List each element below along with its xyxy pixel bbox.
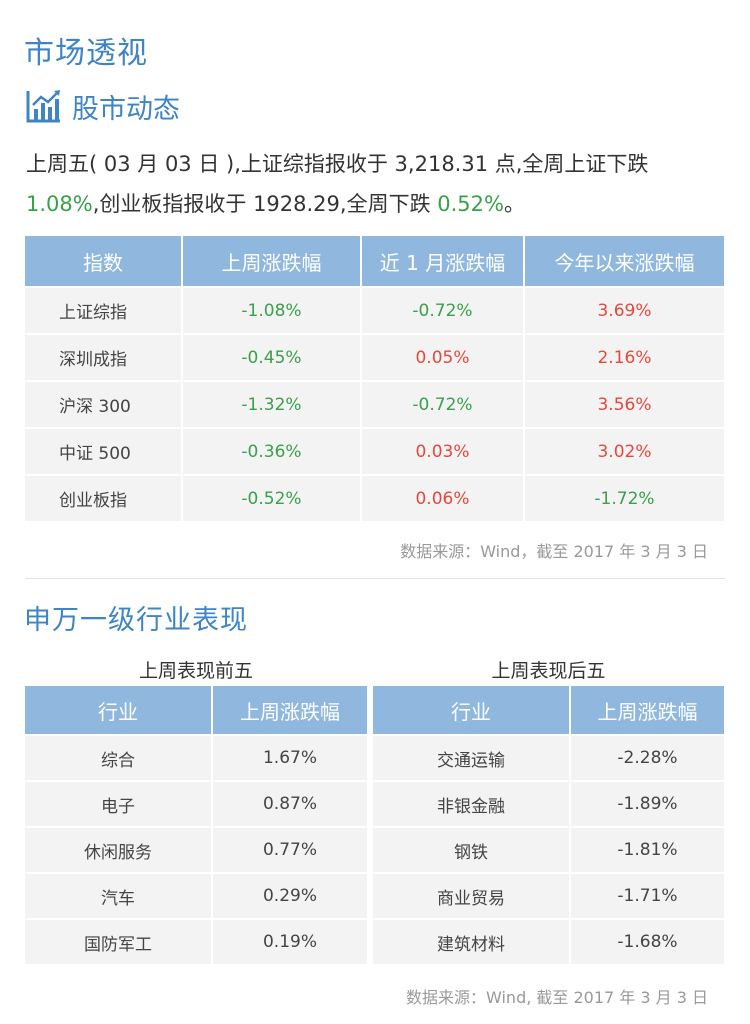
column-header: 上周涨跌幅	[182, 236, 362, 287]
column-header: 今年以来涨跌幅	[524, 236, 724, 287]
column-header: 指数	[25, 236, 183, 287]
table-row: 汽车 0.29%	[25, 872, 367, 919]
change-value: -0.72%	[361, 286, 525, 334]
table-row: 沪深 300 -1.32% -0.72% 3.56%	[25, 380, 724, 428]
industry-name: 交通运输	[373, 734, 571, 781]
change-value: -1.08%	[182, 286, 362, 334]
table-row: 交通运输 -2.28%	[373, 734, 724, 781]
index-name: 创业板指	[25, 474, 183, 521]
change-value: -0.45%	[182, 333, 362, 381]
industry-name: 钢铁	[373, 826, 571, 873]
table-header-row: 行业 上周涨跌幅	[25, 686, 367, 735]
change-value: 0.03%	[361, 427, 525, 475]
change-value: -1.72%	[524, 474, 724, 521]
table-row: 国防军工 0.19%	[25, 918, 367, 964]
index-name: 沪深 300	[25, 380, 183, 428]
change-value: -1.89%	[570, 780, 724, 827]
index-name: 中证 500	[25, 427, 183, 475]
table-header-row: 行业 上周涨跌幅	[373, 686, 724, 735]
table-row: 中证 500 -0.36% 0.03% 3.02%	[25, 427, 724, 475]
column-header: 近 1 月涨跌幅	[361, 236, 525, 287]
index-name: 上证综指	[25, 286, 183, 334]
change-value: -1.81%	[570, 826, 724, 873]
summary-text: 。	[503, 192, 525, 216]
change-value: -1.71%	[570, 872, 724, 919]
change-value: -0.36%	[182, 427, 362, 475]
summary-chinext-change: 0.52%	[437, 192, 504, 216]
table-header-row: 指数 上周涨跌幅 近 1 月涨跌幅 今年以来涨跌幅	[25, 236, 724, 287]
industry-name: 非银金融	[373, 780, 571, 827]
column-header: 行业	[25, 686, 213, 735]
change-value: 3.56%	[524, 380, 724, 428]
table-row: 建筑材料 -1.68%	[373, 918, 724, 964]
change-value: 0.87%	[212, 780, 367, 827]
table-row: 休闲服务 0.77%	[25, 826, 367, 873]
summary-shanghai-change: 1.08%	[26, 192, 93, 216]
section-divider	[25, 578, 725, 579]
change-value: 3.02%	[524, 427, 724, 475]
column-header: 行业	[373, 686, 571, 735]
summary-text: ,创业板指报收于 1928.29,全周下跌	[92, 192, 438, 216]
change-value: 0.19%	[212, 918, 367, 964]
change-value: -0.72%	[361, 380, 525, 428]
table-row: 深圳成指 -0.45% 0.05% 2.16%	[25, 333, 724, 381]
table-row: 创业板指 -0.52% 0.06% -1.72%	[25, 474, 724, 521]
change-value: -1.32%	[182, 380, 362, 428]
change-value: 1.67%	[212, 734, 367, 781]
column-header: 上周涨跌幅	[212, 686, 367, 735]
change-value: 3.69%	[524, 286, 724, 334]
table-row: 电子 0.87%	[25, 780, 367, 827]
table-row: 综合 1.67%	[25, 734, 367, 781]
section-title: 申万一级行业表现	[24, 605, 248, 636]
data-source-note: 数据来源：Wind，截至 2017 年 3 月 3 日	[400, 542, 708, 561]
bar-chart-trend-icon	[26, 90, 60, 123]
industry-name: 综合	[25, 734, 213, 781]
market-summary: 上周五( 03 月 03 日 ),上证综指报收于 3,218.31 点,全周上证…	[26, 144, 726, 224]
change-value: -2.28%	[570, 734, 724, 781]
page-title: 市场透视	[24, 36, 148, 71]
top-five-subtitle: 上周表现前五	[138, 660, 253, 682]
change-value: 0.77%	[212, 826, 367, 873]
industry-name: 建筑材料	[373, 918, 571, 964]
table-row: 上证综指 -1.08% -0.72% 3.69%	[25, 286, 724, 334]
table-row: 非银金融 -1.89%	[373, 780, 724, 827]
change-value: -0.52%	[182, 474, 362, 521]
data-source-note: 数据来源：Wind, 截至 2017 年 3 月 3 日	[406, 988, 708, 1007]
change-value: 2.16%	[524, 333, 724, 381]
summary-text: 上周五( 03 月 03 日 ),上证综指报收于 3,218.31 点,全周上证…	[26, 152, 649, 176]
change-value: 0.05%	[361, 333, 525, 381]
bottom-five-industry-table: 行业 上周涨跌幅 交通运输 -2.28% 非银金融 -1.89% 钢铁 -1.81% 商业贸…	[373, 686, 724, 964]
section-title: 股市动态	[72, 93, 180, 125]
section-header-stock-market: 股市动态	[26, 88, 180, 125]
industry-name: 汽车	[25, 872, 213, 919]
column-header: 上周涨跌幅	[570, 686, 724, 735]
industry-name: 商业贸易	[373, 872, 571, 919]
index-performance-table: 指数 上周涨跌幅 近 1 月涨跌幅 今年以来涨跌幅 上证综指 -1.08% -0.7…	[25, 236, 724, 521]
index-name: 深圳成指	[25, 333, 183, 381]
industry-name: 休闲服务	[25, 826, 213, 873]
change-value: 0.06%	[361, 474, 525, 521]
table-row: 钢铁 -1.81%	[373, 826, 724, 873]
top-five-industry-table: 行业 上周涨跌幅 综合 1.67% 电子 0.87% 休闲服务 0.77% 汽车 0.29% 国…	[25, 686, 367, 964]
change-value: -1.68%	[570, 918, 724, 964]
change-value: 0.29%	[212, 872, 367, 919]
bottom-five-subtitle: 上周表现后五	[491, 660, 606, 682]
table-row: 商业贸易 -1.71%	[373, 872, 724, 919]
industry-name: 国防军工	[25, 918, 213, 964]
industry-name: 电子	[25, 780, 213, 827]
